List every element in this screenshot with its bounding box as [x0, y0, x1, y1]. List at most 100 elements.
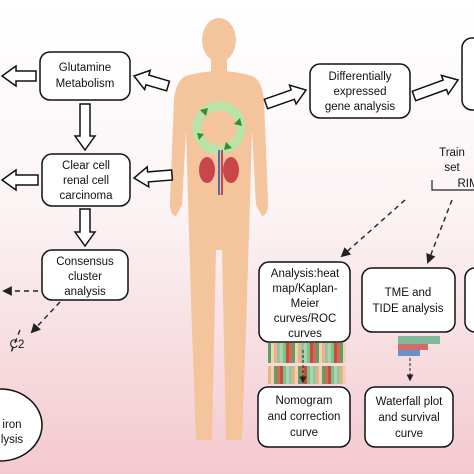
heatmap-cell: [325, 343, 328, 363]
heatmap-cell: [289, 366, 292, 384]
box-label: curves: [288, 328, 322, 340]
box-label: TME and: [385, 287, 432, 299]
heatmap-cell: [331, 343, 334, 363]
heatmap-cell: [322, 366, 325, 384]
heatmap-cell: [289, 343, 292, 363]
heatmap-cell: [343, 366, 346, 384]
box: [41, 153, 131, 207]
heatmap-cell: [340, 343, 343, 363]
heatmap-cell: [298, 343, 301, 363]
heatmap-cell: [277, 343, 280, 363]
box-label: Meier: [291, 298, 320, 310]
heatmap-cell: [328, 366, 331, 384]
heatmap-cell: [343, 343, 346, 363]
hollow-arrow: [132, 165, 174, 189]
hollow-arrow: [0, 168, 39, 192]
heatmap-cell: [304, 366, 307, 384]
hollow-arrow: [0, 64, 37, 88]
c2-label: C2: [10, 339, 25, 351]
box-label: cluster: [68, 271, 102, 283]
heatmap-cell: [280, 366, 283, 384]
heatmap-cell: [295, 343, 298, 363]
box-label: expressed: [333, 86, 386, 98]
heatmap-cell: [337, 366, 340, 384]
heatmap-cell: [280, 343, 283, 363]
box-label: Analysis:heat: [271, 268, 340, 280]
box-label: analysis: [64, 286, 106, 298]
heatmap-cell: [310, 366, 313, 384]
box: [39, 51, 131, 101]
heatmap-cell: [283, 343, 286, 363]
heatmap-cell: [274, 366, 277, 384]
heatmap-cell: [283, 366, 286, 384]
heatmap-cell: [298, 366, 301, 384]
hollow-arrow: [132, 69, 171, 92]
hollow-arrow: [411, 74, 460, 102]
hollow-arrow: [263, 84, 308, 110]
box-label: Nomogram: [276, 395, 333, 407]
box: [0, 388, 43, 462]
heatmap-cell: [316, 366, 319, 384]
box: [361, 267, 456, 333]
heatmap-cell: [334, 366, 337, 384]
box-label: and correction: [268, 411, 341, 423]
heatmap-cell: [292, 366, 295, 384]
box-label: TIDE analysis: [373, 303, 444, 315]
box-label: lysis: [1, 434, 24, 446]
heatmap-cell: [334, 343, 337, 363]
train-label: set: [444, 162, 460, 174]
heatmap-cell: [277, 366, 280, 384]
dashed-arrows: [2, 180, 474, 356]
heatmap-cell: [319, 366, 322, 384]
heatmap-cell: [322, 343, 325, 363]
box-label: Clear cell: [62, 160, 110, 172]
heatmap-cell: [274, 343, 277, 363]
heatmap: [268, 343, 346, 384]
hollow-arrows: [0, 64, 460, 248]
hollow-arrow: [73, 208, 97, 248]
heatmap-cell: [268, 343, 271, 363]
heatmap-cell: [307, 366, 310, 384]
box-label: Waterfall plot: [376, 396, 443, 408]
heatmap-cell: [286, 343, 289, 363]
rim-label: RIM: [457, 178, 474, 190]
box-label: curve: [290, 427, 318, 439]
box: [464, 267, 474, 333]
heatmap-cell: [307, 343, 310, 363]
box-label: iron: [2, 419, 21, 431]
train-label: Train: [439, 147, 465, 159]
heatmap-cell: [271, 366, 274, 384]
mini-plot: [398, 336, 440, 382]
texts: Glutamine Metabolism Clear cell renal cell c…: [1, 62, 474, 446]
heatmap-cell: [313, 343, 316, 363]
box: [461, 37, 474, 111]
heatmap-cell: [295, 366, 298, 384]
heatmap-cell: [271, 343, 274, 363]
box: [41, 249, 129, 301]
box-label: map/Kaplan-: [272, 283, 337, 295]
box-label: carcinoma: [59, 190, 113, 202]
heatmap-cell: [331, 366, 334, 384]
heatmap-cell: [268, 366, 271, 384]
box-label: gene analysis: [325, 101, 396, 113]
box-label: Metabolism: [56, 78, 115, 90]
box-label: Consensus: [56, 256, 114, 268]
heatmap-cell: [313, 366, 316, 384]
heatmap-cell: [310, 343, 313, 363]
box-label: Differentially: [328, 71, 391, 83]
heatmap-cell: [328, 343, 331, 363]
cycle-arrows: [197, 108, 242, 150]
kidneys: [199, 150, 239, 195]
heatmap-cell: [292, 343, 295, 363]
heatmap-cell: [337, 343, 340, 363]
box-label: and survival: [378, 412, 439, 424]
box: [258, 261, 351, 343]
box-label: curves/ROC: [274, 313, 337, 325]
box: [309, 63, 411, 119]
human-figure: [169, 18, 269, 440]
heatmap-cell: [286, 366, 289, 384]
heatmap-cell: [316, 343, 319, 363]
box: [257, 386, 351, 448]
heatmap-cell: [325, 366, 328, 384]
